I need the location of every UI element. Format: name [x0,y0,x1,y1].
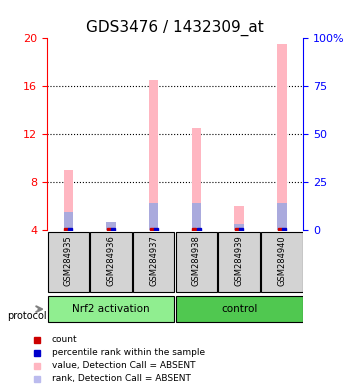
Bar [106,224,116,230]
Bar [192,203,201,230]
Bar [277,45,287,230]
Text: GSM284936: GSM284936 [106,235,116,286]
Bar [192,128,201,230]
Bar [64,170,73,230]
Bar [277,203,287,230]
Text: GSM284937: GSM284937 [149,235,158,286]
Text: GSM284938: GSM284938 [192,235,201,286]
Text: GSM284939: GSM284939 [235,235,244,286]
Bar [234,207,244,230]
FancyBboxPatch shape [133,232,174,293]
FancyBboxPatch shape [261,232,303,293]
FancyBboxPatch shape [176,232,217,293]
FancyBboxPatch shape [176,296,303,322]
FancyBboxPatch shape [90,232,132,293]
Bar [64,212,73,230]
Bar [149,80,158,230]
Text: count: count [52,335,77,344]
Bar [234,224,244,230]
Text: rank, Detection Call = ABSENT: rank, Detection Call = ABSENT [52,374,191,383]
Text: value, Detection Call = ABSENT: value, Detection Call = ABSENT [52,361,195,370]
Text: percentile rank within the sample: percentile rank within the sample [52,348,205,358]
FancyBboxPatch shape [48,232,89,293]
Text: protocol: protocol [7,311,47,321]
Bar [149,203,158,230]
Text: GSM284940: GSM284940 [277,235,286,286]
Text: control: control [221,304,257,314]
Bar [106,222,116,230]
Title: GDS3476 / 1432309_at: GDS3476 / 1432309_at [86,20,264,36]
Text: GSM284935: GSM284935 [64,235,73,286]
Text: Nrf2 activation: Nrf2 activation [72,304,150,314]
FancyBboxPatch shape [218,232,260,293]
FancyBboxPatch shape [48,296,174,322]
